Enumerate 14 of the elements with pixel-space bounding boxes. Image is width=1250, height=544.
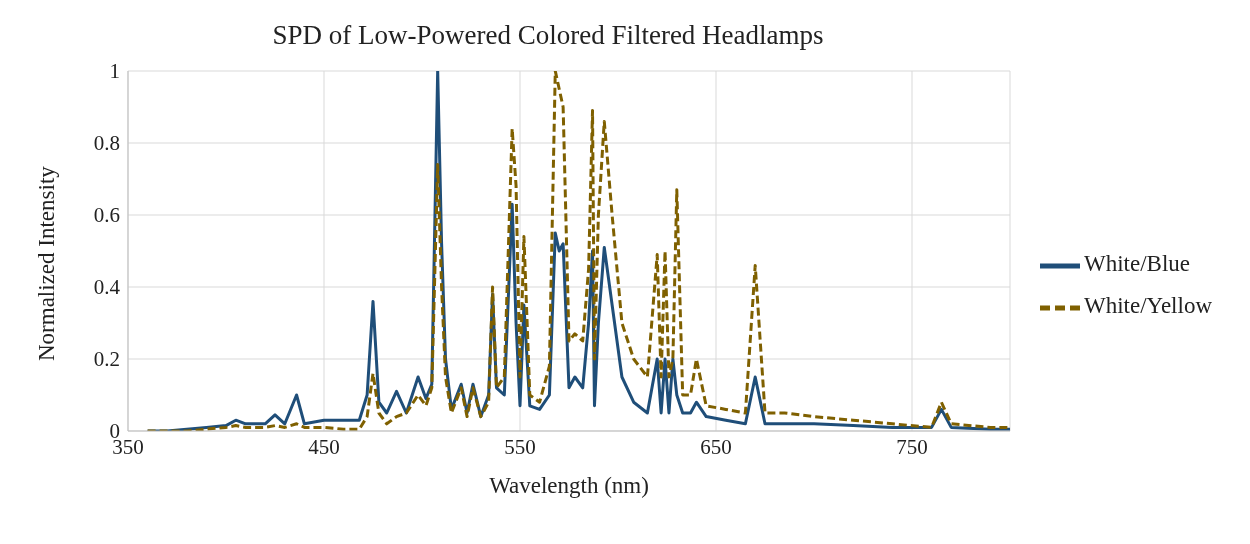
y-tick-label: 0.6: [93, 203, 120, 228]
x-tick-label: 750: [896, 434, 928, 459]
legend-label: White/Blue: [1084, 251, 1191, 277]
y-tick-label: 0.2: [93, 347, 120, 372]
x-tick-label: 450: [308, 434, 340, 459]
y-tick-label: 0.4: [93, 275, 121, 300]
y-axis-title: Normalized Intensity: [34, 165, 60, 361]
x-tick-label: 550: [504, 434, 536, 459]
legend-label: White/Yellow: [1084, 293, 1212, 318]
chart-title: SPD of Low-Powered Colored Filtered Headlamps: [271, 20, 825, 51]
x-axis-title: Wavelength (nm): [489, 473, 649, 498]
x-tick-label: 650: [700, 434, 732, 459]
y-tick-label: 1: [109, 59, 120, 84]
y-tick-label: 0.8: [93, 131, 120, 156]
